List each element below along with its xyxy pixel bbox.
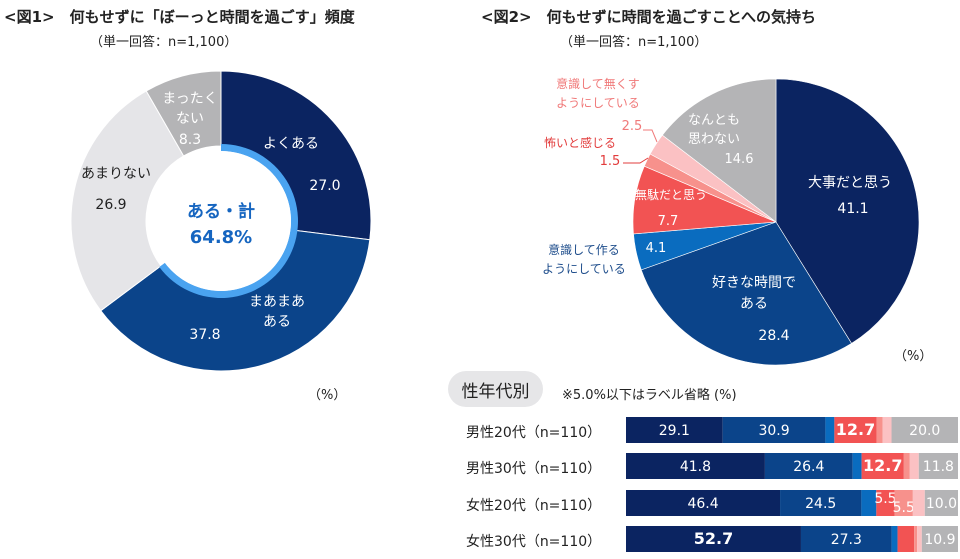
- bar-segment: [921, 526, 958, 552]
- bar-segment: [626, 417, 723, 443]
- pie-category-label-outside: 意識して無くす: [556, 76, 640, 91]
- donut-value-label: 27.0: [309, 178, 340, 194]
- pie-slice: [661, 78, 777, 223]
- bar-segment: [891, 417, 958, 443]
- pie-category-label: 大事だと思う: [808, 175, 892, 191]
- donut-value-label: 37.8: [189, 327, 220, 343]
- bar-segment: [876, 417, 883, 443]
- bar-segment: [912, 490, 925, 516]
- donut-slice: [145, 70, 222, 157]
- bar-segment: [626, 526, 801, 552]
- bar-value-label: 10.0: [926, 496, 957, 512]
- pie-category-label: 思わない: [688, 132, 740, 147]
- bar-value-label: 41.8: [680, 459, 711, 475]
- bar-segment: [897, 526, 915, 552]
- bar-segment: [903, 453, 910, 479]
- pie-category-label: 無駄だと思う: [635, 187, 707, 202]
- pie-category-label: なんとも: [688, 113, 740, 128]
- donut-value-label: 26.9: [95, 197, 126, 213]
- bar-segment: [800, 526, 892, 552]
- bar-value-label: 10.9: [924, 532, 955, 548]
- donut-category-label: あまりない: [81, 166, 151, 182]
- donut-category-label: ない: [176, 111, 204, 127]
- bar-segment: [825, 417, 835, 443]
- bar-segment: [780, 490, 862, 516]
- bar-value-label: 12.7: [836, 420, 875, 439]
- figure1-title: <図1> 何もせずに「ぼーっと時間を過ごす」頻度: [4, 8, 355, 26]
- pie-value-label-outside: 1.5: [600, 154, 621, 169]
- bar-value-label: 27.3: [831, 532, 862, 548]
- bar-value-label: 52.7: [694, 529, 733, 548]
- bar-category-label: 女性20代（n=110）: [466, 498, 602, 514]
- pie-category-label-outside: ようにしている: [542, 262, 626, 276]
- bar-category-label: 男性30代（n=110）: [466, 461, 602, 477]
- pie-value-label: 28.4: [758, 328, 789, 344]
- bar-category-label: 男性20代（n=110）: [466, 425, 602, 441]
- pie-category-label-outside: 怖いと感じる: [544, 135, 616, 150]
- bar-segment: [882, 417, 892, 443]
- leader-line: [643, 129, 658, 143]
- donut-category-label: ある: [263, 314, 291, 330]
- donut-category-label: まあまあ: [249, 294, 305, 310]
- bar-segment: [924, 490, 958, 516]
- figure1-subtitle: （単一回答：n=1,100）: [90, 35, 238, 50]
- center-total-label: ある・計: [187, 201, 255, 222]
- bar-value-label: 29.1: [659, 423, 690, 439]
- pie-slice: [640, 221, 852, 366]
- figure2-title: <図2> 何もせずに時間を過ごすことへの気持ち: [481, 8, 816, 26]
- bar-value-label: 20.0: [909, 423, 940, 439]
- donut-category-label: よくある: [263, 136, 319, 152]
- bar-segment: [894, 490, 913, 516]
- bar-value-label: 5.5: [874, 491, 896, 507]
- figure2-unit: （%）: [894, 349, 933, 364]
- pie-category-label: ある: [740, 296, 768, 312]
- pie-category-label-outside: 意識して作る: [548, 242, 620, 257]
- leader-line: [623, 157, 649, 164]
- pie-value-label: 14.6: [725, 152, 754, 167]
- bar-category-label: 女性30代（n=110）: [466, 534, 602, 550]
- bar-segment: [834, 417, 877, 443]
- pie-value-label: 7.7: [658, 214, 679, 229]
- bar-segment: [914, 526, 918, 552]
- bar-segment: [626, 453, 765, 479]
- bar-segment: [722, 417, 826, 443]
- bar-segment: [909, 453, 919, 479]
- bar-value-label: 5.5: [893, 500, 915, 516]
- bar-value-label: 30.9: [758, 423, 789, 439]
- pie-category-label-outside: ようにしている: [556, 96, 640, 110]
- bar-segment: [626, 490, 781, 516]
- label-omission-note: ※5.0%以下はラベル省略 (%): [562, 388, 737, 403]
- bar-value-label: 24.5: [805, 496, 836, 512]
- pie-value-label: 41.1: [837, 201, 868, 217]
- pie-slice: [775, 78, 920, 344]
- bar-value-label: 11.8: [923, 459, 954, 475]
- donut-category-label: まったく: [162, 91, 217, 107]
- bar-segment: [876, 490, 895, 516]
- pie-value-label-outside: 2.5: [622, 119, 643, 134]
- figure1-unit: （%）: [308, 388, 347, 403]
- bar-segment: [852, 453, 862, 479]
- donut-value-label: 8.3: [179, 132, 201, 148]
- pie-category-label: 好きな時間で: [712, 275, 796, 291]
- bar-value-label: 46.4: [687, 496, 718, 512]
- bar-segment: [891, 526, 898, 552]
- bar-segment: [861, 453, 904, 479]
- bar-segment: [918, 453, 958, 479]
- bar-value-label: 26.4: [793, 459, 824, 475]
- section-label-gender-age: 性年代別: [448, 371, 543, 407]
- bar-value-label: 12.7: [863, 456, 902, 475]
- center-total-value: 64.8%: [190, 227, 252, 248]
- pie-value-label: 4.1: [646, 241, 667, 256]
- donut-slice: [70, 90, 185, 312]
- donut-hole: [151, 151, 291, 291]
- bar-segment: [861, 490, 877, 516]
- bar-segment: [764, 453, 853, 479]
- figure2-subtitle: （単一回答：n=1,100）: [560, 35, 708, 50]
- bar-segment: [917, 526, 922, 552]
